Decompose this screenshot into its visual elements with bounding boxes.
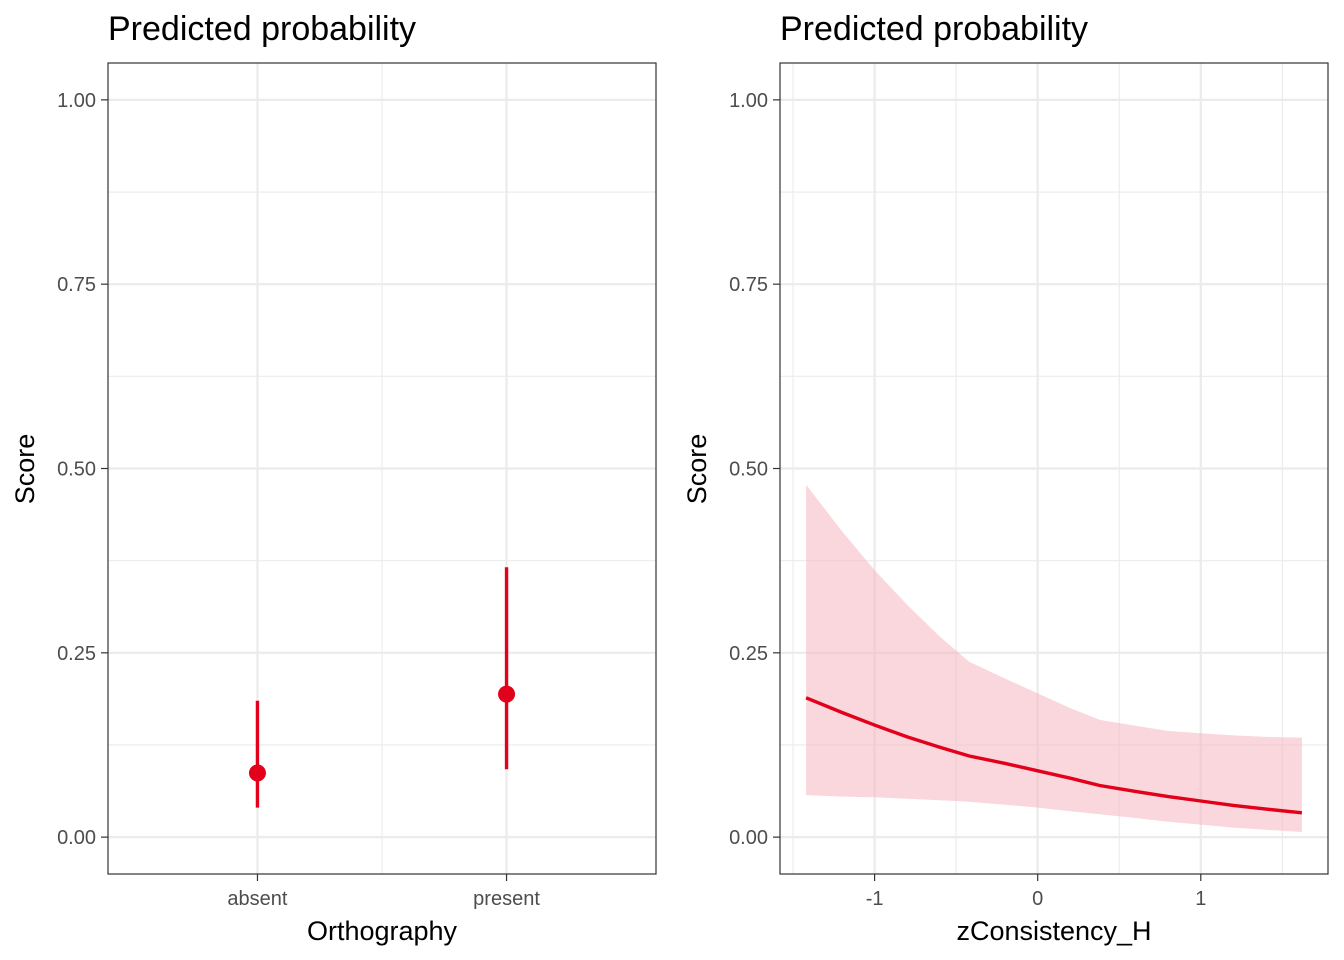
data-point [248, 764, 266, 782]
x-tick-label: 0 [1032, 888, 1043, 910]
data-point [498, 685, 516, 703]
y-tick-label: 0.00 [57, 827, 96, 849]
x-axis: absent present [227, 874, 540, 910]
y-axis-title: Score [10, 434, 40, 505]
y-tick-label: 1.00 [729, 90, 768, 112]
y-tick-label: 0.75 [57, 274, 96, 296]
data-marks [805, 484, 1303, 832]
y-tick-label: 0.50 [57, 459, 96, 481]
chart-panel-orthography: Predicted probability 0.00 0.25 0.50 0.75 1.… [10, 10, 657, 946]
x-tick-label: -1 [866, 888, 884, 910]
chart-panel-zconsistency: Predicted probability 0.00 0.25 0.50 0.75 1.… [682, 10, 1329, 946]
chart-title: Predicted probability [108, 10, 416, 48]
x-axis: -1 0 1 [866, 874, 1206, 910]
chart-title: Predicted probability [780, 10, 1088, 48]
grid [108, 63, 656, 874]
x-tick-label: present [473, 888, 540, 910]
y-tick-label: 0.50 [729, 459, 768, 481]
x-tick-label: absent [227, 888, 287, 910]
y-axis: 0.00 0.25 0.50 0.75 1.00 [729, 90, 780, 849]
confidence-ribbon [806, 484, 1302, 832]
x-axis-title: Orthography [307, 916, 458, 946]
y-tick-label: 0.00 [729, 827, 768, 849]
y-tick-label: 0.75 [729, 274, 768, 296]
x-tick-label: 1 [1195, 888, 1206, 910]
y-tick-label: 0.25 [729, 643, 768, 665]
y-axis-title: Score [682, 434, 712, 505]
series-line [805, 696, 1303, 815]
x-axis-title: zConsistency_H [956, 916, 1151, 946]
y-axis: 0.00 0.25 0.50 0.75 1.00 [57, 90, 108, 849]
y-tick-label: 1.00 [57, 90, 96, 112]
y-tick-label: 0.25 [57, 643, 96, 665]
data-marks [248, 567, 516, 808]
